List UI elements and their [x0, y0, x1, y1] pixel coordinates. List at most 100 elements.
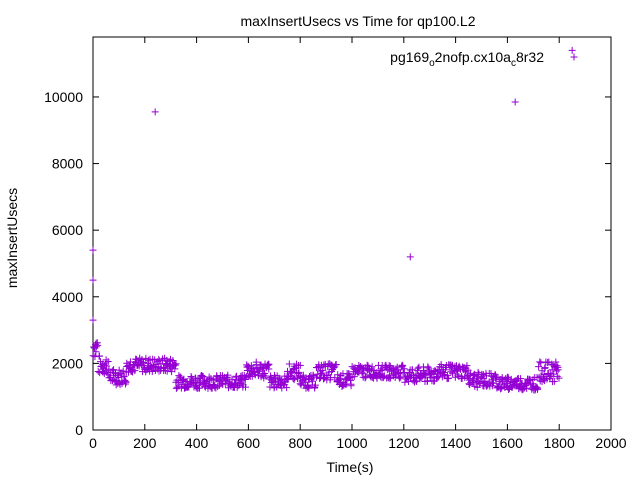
x-tick-label: 200	[133, 435, 157, 451]
data-point	[553, 372, 561, 380]
data-point	[320, 361, 328, 369]
data-point	[444, 374, 452, 382]
data-point	[89, 316, 97, 324]
data-point	[241, 374, 249, 382]
y-axis-label: maxInsertUsecs	[4, 188, 20, 288]
data-point	[443, 371, 451, 379]
data-point	[537, 359, 545, 367]
x-tick-label: 400	[185, 435, 209, 451]
legend-label-subscript: o	[429, 58, 435, 69]
data-point	[296, 361, 304, 369]
data-point	[465, 380, 473, 388]
data-point	[396, 374, 404, 382]
data-point	[291, 365, 299, 373]
data-point	[145, 356, 153, 364]
y-tick-label: 2000	[52, 355, 83, 371]
x-tick-label: 1800	[544, 435, 575, 451]
legend-label-part: 2nofp.cx10a	[435, 49, 511, 65]
data-point	[319, 366, 327, 374]
data-point	[139, 358, 147, 366]
data-point	[95, 352, 103, 360]
data-point	[247, 362, 255, 370]
data-point	[552, 358, 560, 366]
data-point	[171, 361, 179, 369]
x-axis-label: Time(s)	[327, 459, 374, 475]
data-point	[336, 375, 344, 383]
data-point	[94, 341, 102, 349]
data-point	[346, 376, 354, 384]
legend: pg169o2nofp.cx10ac8r32	[390, 49, 578, 69]
data-point	[554, 366, 562, 374]
y-tick-label: 0	[75, 422, 83, 438]
data-point	[552, 367, 560, 375]
data-point	[534, 384, 542, 392]
data-point	[248, 372, 256, 380]
data-point	[553, 362, 561, 370]
data-point	[319, 375, 327, 383]
data-point	[536, 358, 544, 366]
data-point	[334, 371, 342, 379]
data-point	[555, 374, 563, 382]
data-point	[400, 365, 408, 373]
data-point	[496, 385, 504, 393]
data-point	[138, 355, 146, 363]
data-point	[228, 375, 236, 383]
data-point	[115, 366, 123, 374]
data-point	[89, 352, 97, 360]
data-point	[119, 367, 127, 375]
data-point	[392, 365, 400, 373]
y-tick-label: 10000	[44, 89, 83, 105]
y-tick-label: 6000	[52, 222, 83, 238]
data-point	[361, 374, 369, 382]
x-tick-label: 600	[237, 435, 261, 451]
x-tick-label: 1400	[440, 435, 471, 451]
x-tick-label: 1600	[492, 435, 523, 451]
data-point	[317, 370, 325, 378]
data-point	[493, 373, 501, 381]
data-point	[447, 368, 455, 376]
x-tick-label: 1000	[336, 435, 367, 451]
x-tick-label: 2000	[595, 435, 626, 451]
data-point	[148, 367, 156, 375]
data-point	[127, 367, 135, 375]
data-point	[454, 371, 462, 379]
data-point	[244, 362, 252, 370]
data-point	[517, 375, 525, 383]
data-point	[455, 362, 463, 370]
data-point	[104, 357, 112, 365]
data-point	[425, 365, 433, 373]
data-point	[242, 383, 250, 391]
legend-marker	[570, 53, 578, 61]
data-point	[122, 378, 130, 386]
data-point	[501, 383, 509, 391]
data-point	[502, 379, 510, 387]
data-point	[332, 360, 340, 368]
data-point	[541, 363, 549, 371]
data-point	[511, 98, 519, 106]
data-point	[131, 367, 139, 375]
data-point	[224, 371, 232, 379]
data-point	[426, 369, 434, 377]
data-point	[161, 367, 169, 375]
data-point	[474, 368, 482, 376]
data-point	[347, 380, 355, 388]
data-point	[378, 367, 386, 375]
data-point	[144, 360, 152, 368]
data-point	[544, 359, 552, 367]
data-point	[550, 377, 558, 385]
data-point	[469, 372, 477, 380]
data-point	[285, 360, 293, 368]
data-point	[413, 366, 421, 374]
data-point	[173, 383, 181, 391]
data-point	[89, 246, 97, 254]
data-point	[202, 377, 210, 385]
data-point	[290, 376, 298, 384]
data-point	[295, 372, 303, 380]
data-point	[283, 384, 291, 392]
data-points	[89, 46, 576, 394]
legend-label-part: 8r32	[516, 49, 544, 65]
data-point	[406, 253, 414, 261]
data-point	[568, 46, 576, 54]
legend-label-part: pg169	[390, 49, 429, 65]
